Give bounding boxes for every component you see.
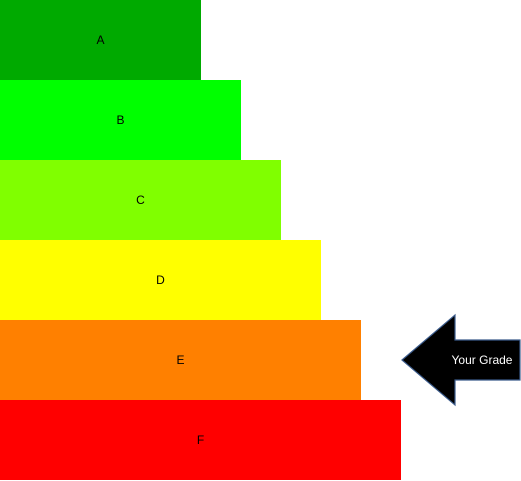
grade-bar-d: D (0, 240, 321, 320)
your-grade-indicator: Your Grade (401, 313, 521, 407)
grade-bar-b: B (0, 80, 241, 160)
grade-label-e: E (176, 353, 185, 367)
grade-bar-f: F (0, 400, 401, 480)
arrow-shape (401, 313, 521, 407)
grade-bar-a: A (0, 0, 201, 80)
left-arrow-icon (401, 313, 521, 407)
grade-bar-c: C (0, 160, 281, 240)
grade-label-d: D (156, 273, 165, 287)
your-grade-label: Your Grade (451, 353, 513, 367)
grade-label-a: A (96, 33, 105, 47)
grade-label-b: B (116, 113, 125, 127)
grade-label-c: C (136, 193, 145, 207)
grade-bar-e: E (0, 320, 361, 400)
grade-label-f: F (196, 433, 205, 447)
